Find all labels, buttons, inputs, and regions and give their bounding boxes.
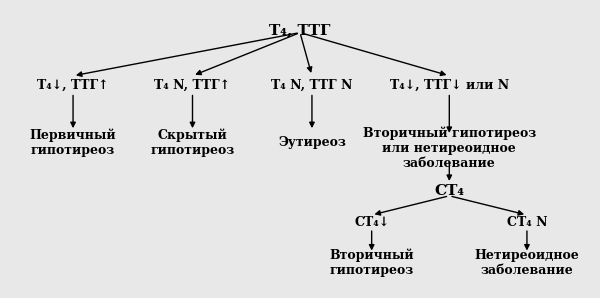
Text: Первичный
гипотиреоз: Первичный гипотиреоз — [30, 129, 116, 157]
Text: Вторичный гипотиреоз
или нетиреоидное
заболевание: Вторичный гипотиреоз или нетиреоидное за… — [362, 126, 536, 170]
Text: Эутиреоз: Эутиреоз — [278, 136, 346, 150]
Text: T₄ N, ТТГ N: T₄ N, ТТГ N — [271, 79, 353, 92]
Text: T₄↓, ТТГ↑: T₄↓, ТТГ↑ — [37, 79, 109, 92]
Text: СТ₄ N: СТ₄ N — [506, 216, 547, 229]
Text: T₄, ТТГ: T₄, ТТГ — [269, 23, 331, 37]
Text: СТ₄: СТ₄ — [434, 184, 464, 198]
Text: T₄ N, ТТГ↑: T₄ N, ТТГ↑ — [154, 79, 230, 92]
Text: СТ₄↓: СТ₄↓ — [354, 216, 389, 229]
Text: Скрытый
гипотиреоз: Скрытый гипотиреоз — [151, 129, 235, 157]
Text: T₄↓, ТТГ↓ или N: T₄↓, ТТГ↓ или N — [390, 79, 509, 92]
Text: Нетиреоидное
заболевание: Нетиреоидное заболевание — [475, 249, 580, 277]
Text: Вторичный
гипотиреоз: Вторичный гипотиреоз — [329, 249, 414, 277]
